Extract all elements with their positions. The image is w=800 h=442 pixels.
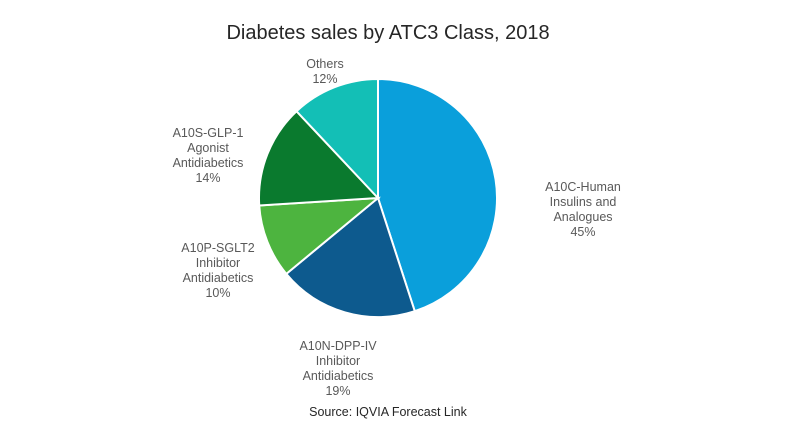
slice-label-line: Antidiabetics bbox=[182, 271, 254, 285]
source-note: Source: IQVIA Forecast Link bbox=[309, 405, 467, 419]
slice-value-label: 45% bbox=[570, 225, 596, 239]
slice-label-line: A10C-Human bbox=[545, 180, 621, 194]
chart-title: Diabetes sales by ATC3 Class, 2018 bbox=[226, 22, 550, 44]
slice-label-line: Antidiabetics bbox=[172, 156, 244, 170]
slice-label-line: A10P-SGLT2 bbox=[181, 241, 255, 255]
slice-label-line: Analogues bbox=[553, 210, 613, 224]
slice-label-line: Others bbox=[306, 57, 344, 71]
slice-label-line: A10N-DPP-IV bbox=[299, 339, 377, 353]
slice-value-label: 19% bbox=[325, 384, 351, 398]
pie-slice bbox=[258, 109, 381, 207]
slice-label: Others 12% bbox=[285, 57, 365, 87]
slice-value-label: 14% bbox=[195, 171, 221, 185]
slice-label-line: Inhibitor bbox=[195, 256, 241, 270]
slice-label-line: Antidiabetics bbox=[302, 369, 374, 383]
slice-label: A10C-Human Insulins and Analogues 45% bbox=[528, 180, 638, 240]
pie-slice bbox=[377, 77, 499, 313]
slice-label: A10N-DPP-IV Inhibitor Antidiabetics 19% bbox=[283, 339, 393, 399]
slice-value-label: 12% bbox=[312, 72, 338, 86]
slice-label-line: Agonist bbox=[187, 141, 229, 155]
slice-label: A10P-SGLT2 Inhibitor Antidiabetics 10% bbox=[168, 241, 268, 301]
slice-label-line: Inhibitor bbox=[315, 354, 361, 368]
pie-slice bbox=[295, 77, 379, 201]
pie-slice bbox=[258, 196, 382, 276]
slice-label: A10S-GLP-1 Agonist Antidiabetics 14% bbox=[158, 126, 258, 186]
slice-label-line: A10S-GLP-1 bbox=[172, 126, 244, 140]
pie-slice bbox=[284, 196, 417, 318]
slice-value-label: 10% bbox=[205, 286, 231, 300]
slice-label-line: Insulins and bbox=[549, 195, 617, 209]
